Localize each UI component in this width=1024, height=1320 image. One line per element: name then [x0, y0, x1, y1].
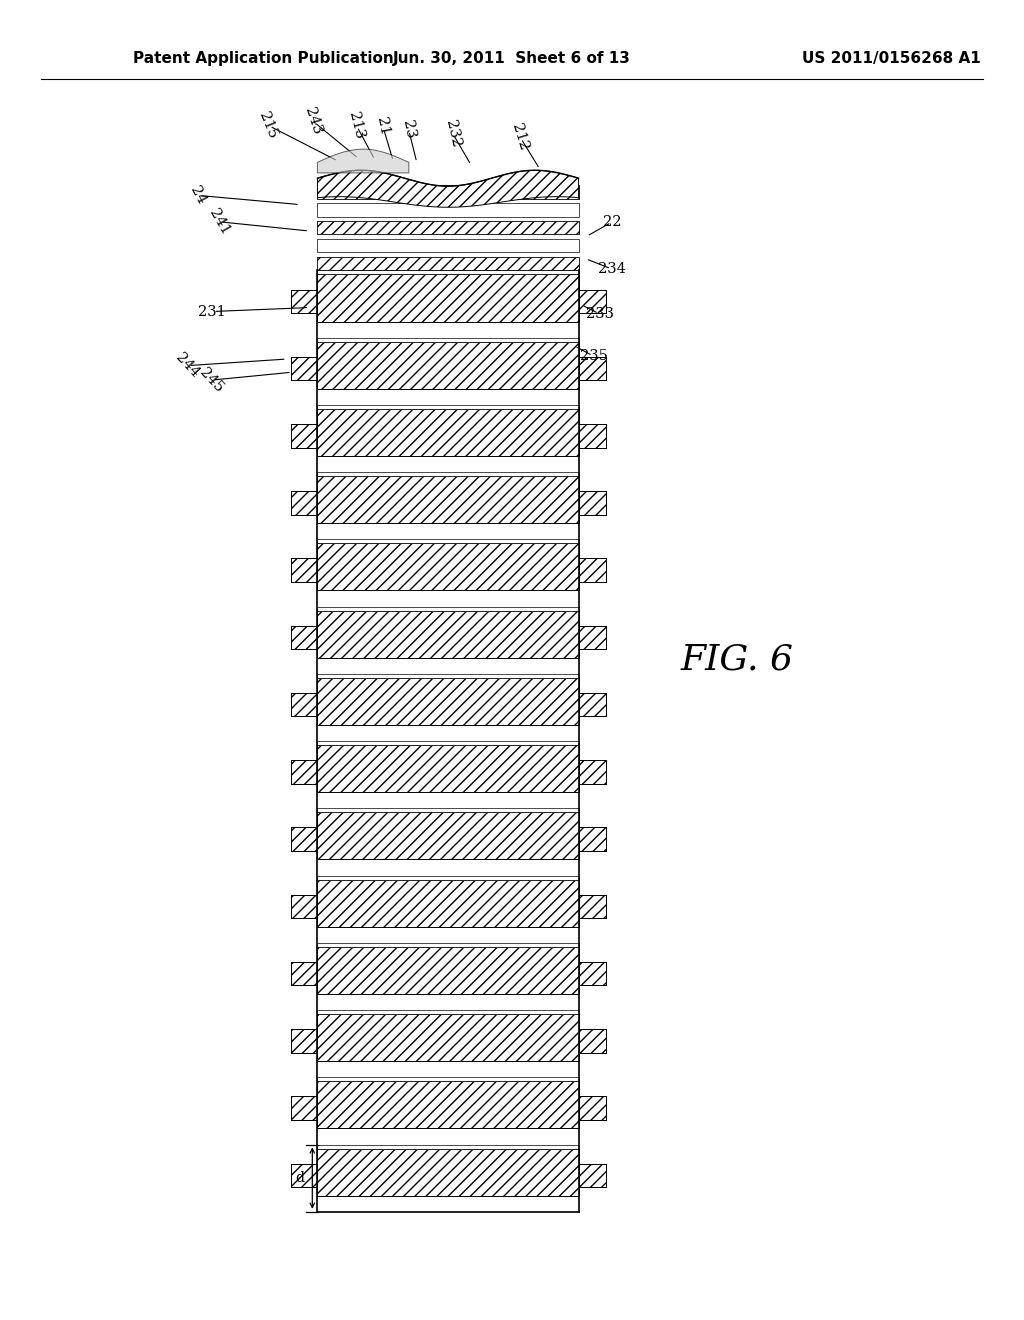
Bar: [579, 1164, 606, 1187]
Bar: [317, 812, 579, 859]
Bar: [579, 962, 606, 986]
Bar: [317, 611, 579, 657]
Bar: [579, 626, 606, 649]
Bar: [317, 946, 579, 994]
Bar: [317, 678, 579, 725]
Bar: [291, 558, 317, 582]
Text: 234: 234: [598, 263, 627, 276]
Bar: [291, 626, 317, 649]
Bar: [317, 1144, 579, 1148]
Bar: [317, 203, 579, 216]
Text: 212: 212: [510, 121, 530, 153]
Bar: [291, 356, 317, 380]
Bar: [579, 693, 606, 717]
Text: 243: 243: [302, 106, 325, 137]
Text: 213: 213: [346, 111, 367, 140]
Bar: [579, 491, 606, 515]
Bar: [291, 424, 317, 447]
Bar: [317, 875, 579, 879]
Bar: [317, 239, 579, 252]
Bar: [317, 477, 579, 523]
Bar: [291, 962, 317, 986]
Bar: [317, 1010, 579, 1014]
Text: US 2011/0156268 A1: US 2011/0156268 A1: [802, 51, 980, 66]
Bar: [317, 405, 579, 409]
Bar: [317, 185, 579, 198]
Bar: [317, 879, 579, 927]
Bar: [291, 491, 317, 515]
Text: 245: 245: [197, 366, 225, 395]
Bar: [317, 409, 579, 455]
Bar: [579, 356, 606, 380]
Bar: [291, 1164, 317, 1187]
Bar: [579, 424, 606, 447]
Bar: [317, 257, 579, 271]
Bar: [317, 1081, 579, 1129]
Text: d: d: [296, 1171, 304, 1185]
Polygon shape: [317, 149, 409, 173]
Bar: [579, 558, 606, 582]
Bar: [317, 942, 579, 946]
Polygon shape: [317, 170, 579, 207]
Text: 235: 235: [580, 350, 608, 363]
Text: Jun. 30, 2011  Sheet 6 of 13: Jun. 30, 2011 Sheet 6 of 13: [393, 51, 631, 66]
Bar: [291, 1030, 317, 1052]
Text: 22: 22: [603, 215, 622, 228]
Text: 232: 232: [442, 119, 463, 148]
Text: 241: 241: [206, 206, 232, 238]
Bar: [579, 895, 606, 919]
Text: 23: 23: [400, 119, 417, 140]
Bar: [317, 342, 579, 389]
Bar: [317, 473, 579, 477]
Text: 21: 21: [375, 116, 391, 137]
Bar: [579, 760, 606, 784]
Bar: [579, 1030, 606, 1052]
Bar: [317, 220, 579, 235]
Bar: [317, 607, 579, 611]
Bar: [317, 1077, 579, 1081]
Bar: [317, 338, 579, 342]
Bar: [317, 275, 579, 322]
Bar: [291, 693, 317, 717]
Text: 24: 24: [187, 183, 208, 207]
Bar: [579, 289, 606, 313]
Bar: [317, 271, 579, 275]
Bar: [291, 895, 317, 919]
Text: 231: 231: [198, 305, 226, 318]
Bar: [291, 1097, 317, 1119]
Bar: [317, 744, 579, 792]
Bar: [579, 1097, 606, 1119]
Bar: [579, 828, 606, 851]
Text: 215: 215: [257, 110, 280, 141]
Bar: [291, 760, 317, 784]
Bar: [317, 540, 579, 544]
Text: 244: 244: [173, 351, 202, 380]
Text: 233: 233: [586, 308, 614, 321]
Bar: [291, 828, 317, 851]
Bar: [317, 808, 579, 812]
Bar: [317, 1014, 579, 1061]
Bar: [317, 741, 579, 744]
Bar: [291, 289, 317, 313]
Bar: [317, 544, 579, 590]
Text: Patent Application Publication: Patent Application Publication: [133, 51, 394, 66]
Bar: [317, 673, 579, 678]
Text: FIG. 6: FIG. 6: [681, 643, 794, 677]
Bar: [317, 1148, 579, 1196]
